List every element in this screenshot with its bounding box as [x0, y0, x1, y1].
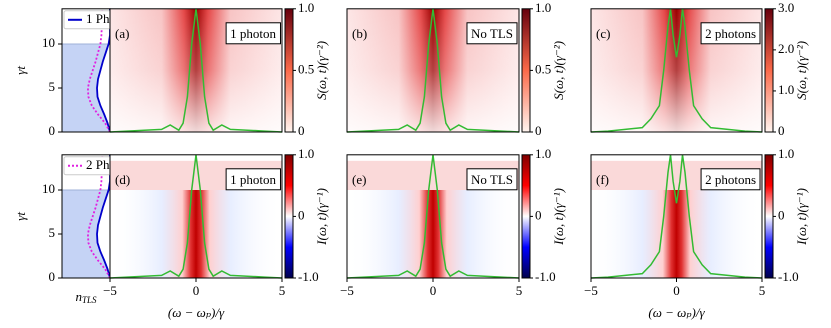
legend-label: 1 Ph.: [86, 11, 113, 26]
legend-label: 2 Ph.: [86, 157, 113, 172]
colorbar-tick-label: 1.0: [778, 82, 794, 97]
colorbar-tick-label: 3.0: [778, 0, 794, 15]
box-label-frame: [466, 22, 518, 45]
colorbar-tick-label: 0.5: [298, 61, 314, 76]
heatmap-center: [110, 190, 282, 278]
x-tick-label: −5: [340, 283, 354, 298]
x-tick-label: −5: [103, 283, 117, 298]
y-axis-label: γt: [13, 212, 28, 221]
colorbar-label: S(ω, t)(γ⁻²): [314, 41, 329, 100]
box-label-frame: [225, 168, 281, 191]
colorbar: [764, 8, 774, 133]
colorbar-tick-label: -1.0: [298, 269, 319, 284]
colorbar-label: I(ω, t)(γ⁻¹): [794, 188, 809, 246]
panel-label: (b): [352, 26, 367, 41]
spectrum-line: [590, 8, 763, 133]
colorbar-tick-label: 0: [298, 123, 305, 138]
box-label: No TLS: [471, 26, 513, 41]
x-axis-label: nTLS: [75, 289, 97, 305]
colorbar-tick-label: 1.0: [298, 146, 314, 161]
box-label: 2 photons: [705, 172, 756, 187]
x-tick-label: 5: [279, 283, 286, 298]
colorbar: [284, 8, 294, 133]
x-tick-label: 5: [516, 283, 523, 298]
x-axis-label-main: n: [75, 289, 82, 304]
x-tick-label: 0: [673, 283, 680, 298]
colorbar-tick-label: 0: [298, 207, 305, 222]
box-label-frame: [700, 22, 761, 45]
colorbar-tick-label: 0: [778, 123, 785, 138]
colorbar-tick-label: -1.0: [778, 269, 799, 284]
colorbar: [284, 154, 294, 279]
heatmap-center: [591, 190, 762, 278]
y-tick-label: 5: [49, 79, 56, 94]
box-label: 1 photon: [230, 26, 276, 41]
panel-label: (e): [352, 172, 366, 187]
panel-label: (d): [115, 172, 130, 187]
box-label: 2 photons: [705, 26, 756, 41]
x-tick-label: −5: [584, 283, 598, 298]
panel-label: (a): [115, 26, 129, 41]
box-label-frame: [466, 168, 518, 191]
colorbar-label: I(ω, t)(γ⁻¹): [551, 188, 566, 246]
colorbar-label: S(ω, t)(γ⁻²): [551, 41, 566, 100]
colorbar-tick-label: 0.5: [535, 61, 551, 76]
shaded-region: [62, 190, 110, 278]
heatmap-center: [347, 190, 519, 278]
colorbar-tick-label: -1.0: [535, 269, 556, 284]
colorbar-tick-label: 0: [535, 207, 542, 222]
y-tick-label: 10: [42, 181, 55, 196]
y-axis-label: γt: [13, 66, 28, 75]
colorbar-label: I(ω, t)(γ⁻¹): [314, 188, 329, 246]
box-label-frame: [700, 168, 761, 191]
colorbar-label: S(ω, t)(γ⁻²): [794, 41, 809, 100]
panel-label: (f): [596, 172, 609, 187]
panel-label: (c): [596, 26, 610, 41]
colorbar-tick-label: 2.0: [778, 41, 794, 56]
x-axis-label-sub: TLS: [82, 295, 97, 305]
axes-frame: [346, 8, 520, 133]
profile-line: [86, 154, 111, 279]
x-tick-label: 0: [430, 283, 437, 298]
box-label: 1 photon: [230, 172, 276, 187]
profile-line: [86, 8, 111, 133]
box-label: No TLS: [471, 172, 513, 187]
colorbar-tick-label: 1.0: [535, 0, 551, 15]
y-tick-label: 10: [42, 35, 55, 50]
colorbar: [521, 8, 531, 133]
y-tick-label: 5: [49, 225, 56, 240]
axes-frame: [109, 8, 283, 133]
colorbar-tick-label: 1.0: [535, 146, 551, 161]
y-tick-label: 0: [49, 269, 56, 284]
x-axis-label: (ω − ωₚ)/γ: [648, 305, 705, 320]
colorbar-tick-label: 0: [778, 207, 785, 222]
axes-frame: [590, 8, 763, 133]
colorbar: [764, 154, 774, 279]
colorbar: [521, 154, 531, 279]
box-label-frame: [225, 22, 281, 45]
y-tick-label: 0: [49, 123, 56, 138]
x-axis-label: (ω − ωₚ)/γ: [168, 305, 225, 320]
spectrum-line: [590, 154, 763, 279]
colorbar-tick-label: 0: [535, 123, 542, 138]
x-tick-label: 0: [193, 283, 200, 298]
colorbar-tick-label: 1.0: [298, 0, 314, 15]
shaded-region: [62, 44, 110, 132]
x-tick-label: 5: [759, 283, 766, 298]
colorbar-tick-label: 1.0: [778, 146, 794, 161]
